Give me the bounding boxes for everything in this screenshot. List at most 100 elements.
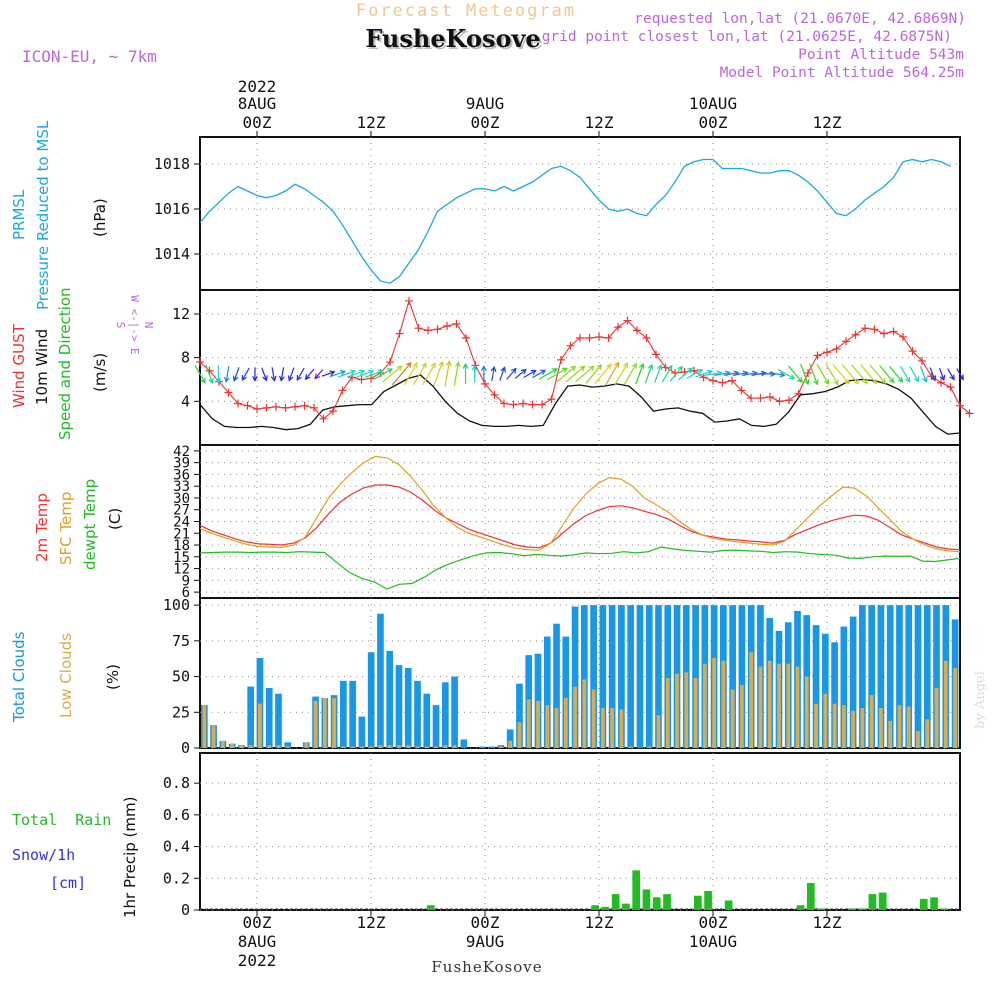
ytick-label-precip: 0.4	[163, 838, 190, 856]
gust-marker	[243, 401, 252, 410]
compass-we: W <-|-> E	[128, 295, 141, 355]
wind-arrow-shaft	[956, 368, 964, 380]
gust-marker	[405, 296, 413, 305]
low-cloud-bar	[258, 703, 262, 748]
rain-bar	[848, 908, 856, 910]
wind-arrow-head	[349, 369, 357, 376]
wind-arrow-shaft	[816, 363, 829, 385]
sfc-temp-label: SFC Temp	[57, 492, 75, 565]
wind-arrow-shaft	[205, 364, 213, 384]
total-cloud-bar	[506, 729, 514, 748]
low-cloud-bar	[415, 746, 420, 748]
wind-arrow-shaft	[271, 367, 276, 381]
header-group: Forecast Meteogram FusheKosove FusheKoso…	[22, 1, 966, 81]
wind-arrow-head	[862, 378, 868, 385]
plot-layer: 20228AUG00Z00Z8AUG202212Z12Z9AUG00Z00Z9A…	[154, 77, 974, 970]
rain-bar	[919, 898, 928, 910]
rain-bar	[611, 894, 620, 910]
gust-marker	[832, 344, 841, 353]
wind-arrow-head	[232, 375, 239, 382]
wind-arrow-head	[386, 368, 393, 374]
total-cloud-bar	[627, 605, 635, 748]
ytick-label-clouds: 100	[163, 596, 190, 614]
wind-arrow-shaft	[523, 370, 536, 378]
compass-rose: N W <-|-> E S	[114, 295, 155, 355]
total-cloud-bar	[275, 693, 282, 748]
bottom-time-label: 00Z	[471, 913, 500, 932]
clouds-panel	[199, 597, 961, 749]
total-cloud-bar	[358, 716, 366, 748]
gust-marker	[756, 394, 765, 403]
wind10m-line	[199, 374, 961, 435]
gust-marker	[614, 323, 622, 332]
wind-arrow-head	[614, 361, 620, 368]
low-cloud-bar	[248, 745, 253, 748]
cloud-labels: Total Clouds Low Clouds (%)	[10, 631, 122, 723]
top-time-label: 00Z	[243, 113, 272, 132]
wind-arrow-head	[561, 367, 568, 373]
low-cloud-bar	[888, 720, 893, 748]
total-cloud-bar	[377, 613, 384, 748]
wind-arrow-head	[405, 361, 412, 368]
wind-arrow-shaft	[491, 366, 495, 382]
total-cloud-bar	[923, 605, 931, 748]
gust-marker	[262, 403, 271, 412]
rain-bar	[940, 908, 949, 910]
wind-arrow-shaft	[499, 367, 506, 381]
total-cloud-bar	[886, 605, 894, 748]
bottom-time-label: 00Z	[243, 913, 272, 932]
wind-arrow-shaft	[678, 367, 693, 381]
rain-bar	[878, 892, 887, 910]
low-cloud-bar	[369, 746, 374, 748]
wind-arrow-shaft	[241, 367, 250, 381]
gust-marker	[234, 399, 242, 408]
gust-marker	[329, 407, 337, 416]
rain-bar	[724, 900, 733, 910]
wind-arrow-shaft	[337, 370, 356, 378]
gust-marker	[576, 334, 584, 343]
ytick-label-temperature: 21	[173, 526, 190, 542]
wind-arrow-head	[296, 374, 302, 382]
low-cloud-bar	[804, 676, 809, 748]
closest-lonlat: grid point closest lon,lat (21.0625E, 42…	[542, 29, 952, 45]
wind-arrow-head	[622, 362, 629, 369]
low-cloud-bar	[397, 745, 401, 748]
gust-marker	[861, 324, 869, 333]
wind-arrow-head	[329, 370, 336, 376]
gust-marker	[490, 390, 499, 399]
rain-bar	[930, 897, 938, 910]
gust-marker	[718, 378, 727, 387]
wind-arrow-shaft	[787, 365, 803, 383]
ytick-label-pressure: 1018	[154, 155, 190, 173]
ytick-label-precip: 0.8	[163, 774, 190, 792]
rain-bar	[817, 908, 825, 910]
low-cloud-bar	[860, 708, 865, 748]
gust-marker	[367, 374, 375, 383]
wind-speed-dir-label: Speed and Direction	[56, 287, 74, 440]
gust-marker	[870, 325, 879, 334]
pressure-line	[199, 158, 951, 284]
low-cloud-bar	[675, 673, 679, 748]
total-cloud-bar	[581, 605, 588, 748]
total-cloud-bar	[349, 680, 356, 748]
wind-arrow-head	[314, 373, 321, 380]
gust-marker	[927, 372, 936, 381]
ytick-label-precip: 0.2	[163, 869, 190, 887]
total-cloud-bar	[868, 605, 875, 748]
cloud-unit-label: (%)	[104, 664, 122, 690]
ytick-label-temperature: 12	[173, 562, 190, 578]
low-cloud-bar	[953, 668, 957, 748]
wind-arrow-head	[454, 361, 461, 368]
low-cloud-bar	[350, 746, 355, 748]
requested-lonlat: requested lon,lat (21.0670E, 42.6869N)	[634, 11, 966, 27]
gust-marker	[557, 355, 565, 364]
wind-gust-label: Wind GUST	[10, 323, 28, 408]
total-cloud-bar	[608, 605, 616, 748]
wind-arrow-head	[880, 378, 887, 385]
total-cloud-bar	[933, 605, 940, 748]
compass-north: N	[142, 322, 155, 329]
wind-arrow-head	[596, 363, 603, 370]
total-cloud-bar	[831, 642, 838, 748]
wind-arrow-head	[823, 379, 830, 386]
wind-arrow-shaft	[654, 365, 662, 383]
